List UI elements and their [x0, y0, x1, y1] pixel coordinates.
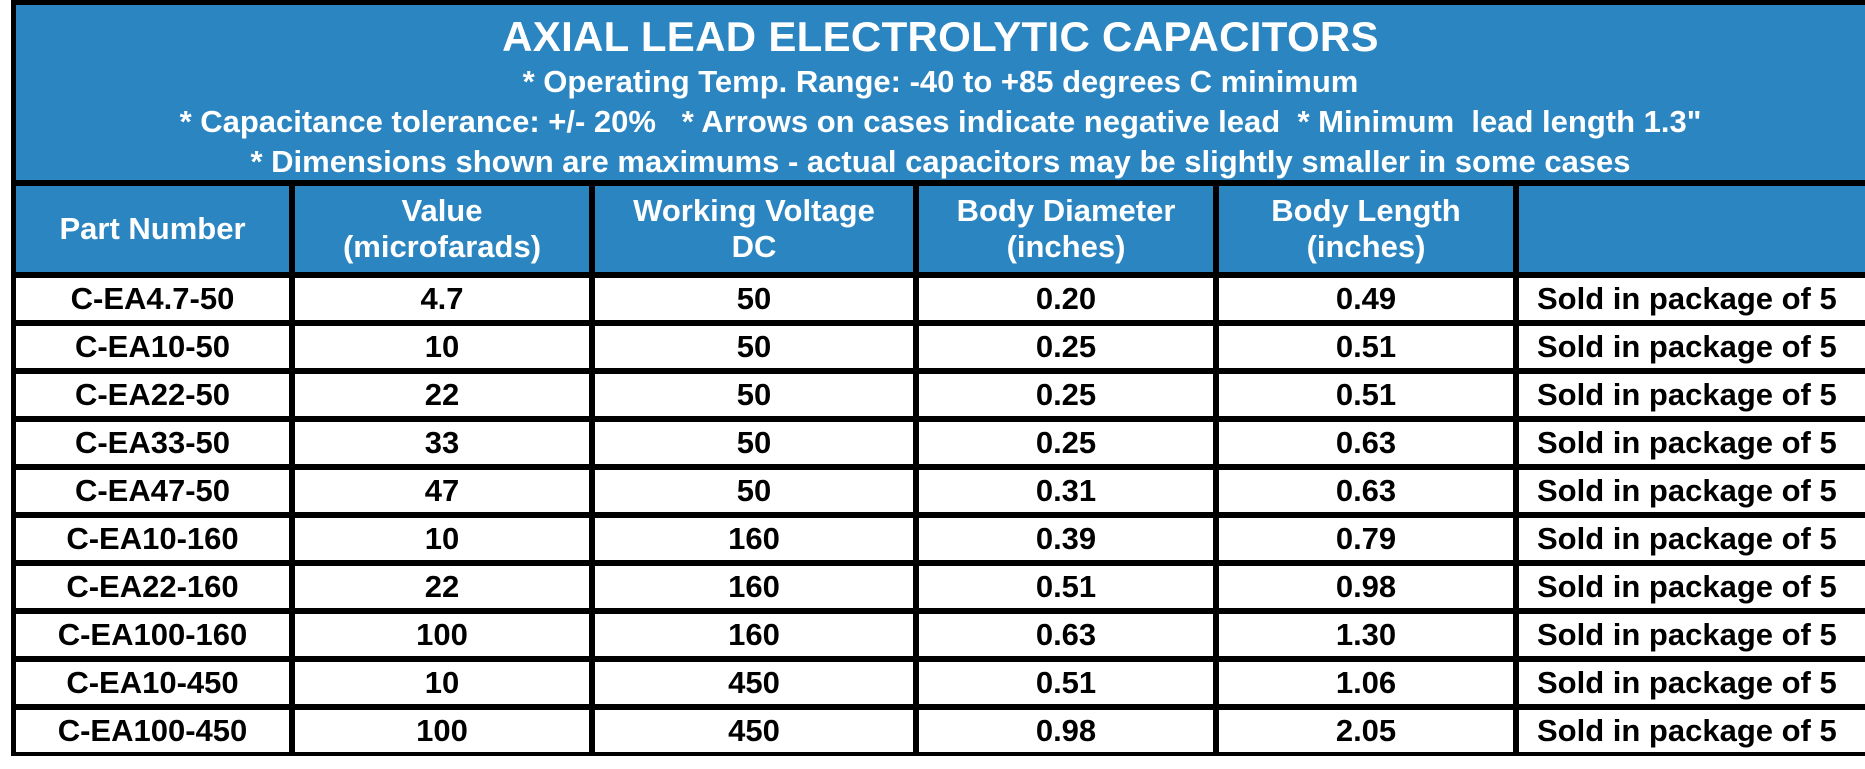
body-length-header: Body Length (inches) [1219, 186, 1513, 272]
working-voltage-cell: 50 [595, 470, 913, 512]
body-diameter-cell: 0.51 [919, 662, 1213, 704]
part-number-cell: C-EA100-450 [16, 710, 289, 752]
body-length-cell: 0.63 [1219, 422, 1513, 464]
value-cell: 100 [295, 614, 589, 656]
working-voltage-cell: 50 [595, 422, 913, 464]
body-diameter-header-line: Body Diameter [956, 193, 1176, 228]
body-length-cell: 0.63 [1219, 470, 1513, 512]
body-diameter-cell: 0.39 [919, 518, 1213, 560]
body-length-header-line: (inches) [1306, 229, 1426, 264]
body-length-cell: 2.05 [1219, 710, 1513, 752]
package-note-cell: Sold in package of 5 [1519, 710, 1865, 752]
part-number-cell: C-EA47-50 [16, 470, 289, 512]
working-voltage-cell: 160 [595, 518, 913, 560]
body-diameter-cell: 0.51 [919, 566, 1213, 608]
body-length-cell: 0.51 [1219, 326, 1513, 368]
notes-header [1519, 186, 1865, 272]
working-voltage-cell: 450 [595, 710, 913, 752]
value-cell: 22 [295, 566, 589, 608]
part-number-header-line: Part Number [59, 211, 246, 246]
working-voltage-header: Working Voltage DC [595, 186, 913, 272]
part-number-cell: C-EA100-160 [16, 614, 289, 656]
tolerance-note: * Capacitance tolerance: +/- 20% * Arrow… [179, 104, 1702, 139]
dimensions-note: * Dimensions shown are maximums - actual… [250, 144, 1631, 179]
body-length-cell: 0.79 [1219, 518, 1513, 560]
body-diameter-cell: 0.25 [919, 326, 1213, 368]
working-voltage-header-line: Working Voltage [633, 193, 875, 228]
body-length-header-line: Body Length [1271, 193, 1461, 228]
package-note-cell: Sold in package of 5 [1519, 470, 1865, 512]
body-diameter-header-line: (inches) [1006, 229, 1126, 264]
value-header-line: Value [401, 193, 483, 228]
part-number-cell: C-EA10-50 [16, 326, 289, 368]
package-note-cell: Sold in package of 5 [1519, 326, 1865, 368]
value-header: Value (microfarads) [295, 186, 589, 272]
value-cell: 4.7 [295, 278, 589, 320]
body-diameter-cell: 0.63 [919, 614, 1213, 656]
part-number-header: Part Number [16, 186, 289, 272]
package-note-cell: Sold in package of 5 [1519, 518, 1865, 560]
package-note-cell: Sold in package of 5 [1519, 614, 1865, 656]
working-voltage-cell: 160 [595, 614, 913, 656]
temp-range-note: * Operating Temp. Range: -40 to +85 degr… [522, 64, 1359, 99]
working-voltage-cell: 160 [595, 566, 913, 608]
part-number-cell: C-EA33-50 [16, 422, 289, 464]
part-number-cell: C-EA10-450 [16, 662, 289, 704]
value-cell: 22 [295, 374, 589, 416]
package-note-cell: Sold in package of 5 [1519, 566, 1865, 608]
value-cell: 10 [295, 326, 589, 368]
body-diameter-header: Body Diameter (inches) [919, 186, 1213, 272]
value-cell: 47 [295, 470, 589, 512]
body-diameter-cell: 0.25 [919, 422, 1213, 464]
body-diameter-cell: 0.20 [919, 278, 1213, 320]
package-note-cell: Sold in package of 5 [1519, 374, 1865, 416]
part-number-cell: C-EA10-160 [16, 518, 289, 560]
body-length-cell: 0.98 [1219, 566, 1513, 608]
sheet-title: AXIAL LEAD ELECTROLYTIC CAPACITORS [502, 13, 1379, 60]
package-note-cell: Sold in package of 5 [1519, 278, 1865, 320]
body-length-cell: 1.06 [1219, 662, 1513, 704]
part-number-cell: C-EA22-160 [16, 566, 289, 608]
working-voltage-cell: 450 [595, 662, 913, 704]
package-note-cell: Sold in package of 5 [1519, 662, 1865, 704]
body-diameter-cell: 0.25 [919, 374, 1213, 416]
working-voltage-cell: 50 [595, 278, 913, 320]
value-cell: 100 [295, 710, 589, 752]
value-cell: 10 [295, 662, 589, 704]
working-voltage-header-line: DC [731, 229, 777, 264]
value-cell: 10 [295, 518, 589, 560]
working-voltage-cell: 50 [595, 326, 913, 368]
body-length-cell: 0.49 [1219, 278, 1513, 320]
title-banner: AXIAL LEAD ELECTROLYTIC CAPACITORS * Ope… [16, 5, 1865, 180]
part-number-cell: C-EA4.7-50 [16, 278, 289, 320]
part-number-cell: C-EA22-50 [16, 374, 289, 416]
package-note-cell: Sold in package of 5 [1519, 422, 1865, 464]
body-length-cell: 1.30 [1219, 614, 1513, 656]
spec-table: Part Number Value (microfarads) Working Vol… [16, 186, 1865, 752]
body-length-cell: 0.51 [1219, 374, 1513, 416]
value-cell: 33 [295, 422, 589, 464]
working-voltage-cell: 50 [595, 374, 913, 416]
body-diameter-cell: 0.31 [919, 470, 1213, 512]
capacitor-spec-sheet: AXIAL LEAD ELECTROLYTIC CAPACITORS * Ope… [11, 0, 1865, 756]
value-header-line: (microfarads) [342, 229, 542, 264]
body-diameter-cell: 0.98 [919, 710, 1213, 752]
